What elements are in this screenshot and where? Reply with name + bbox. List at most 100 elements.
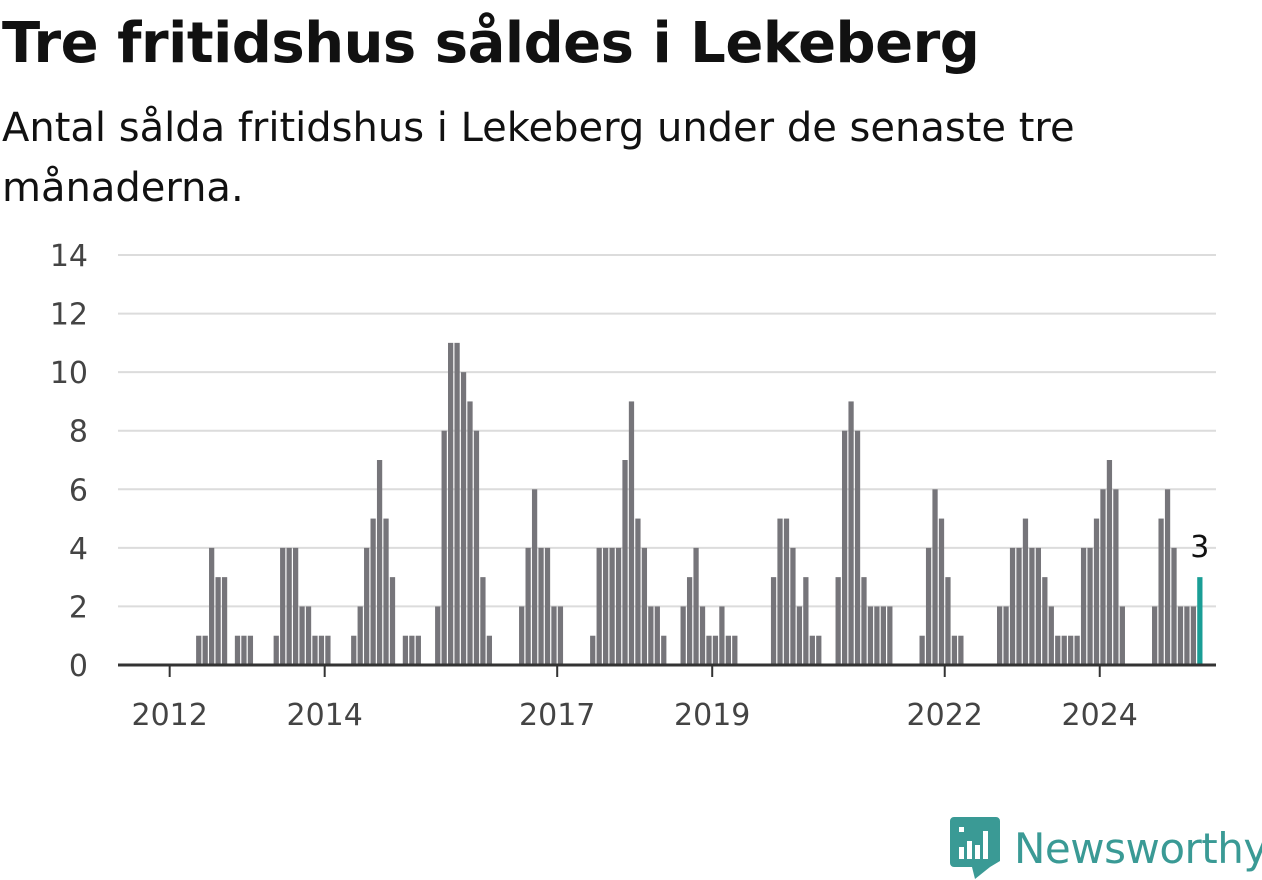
bar (1003, 606, 1009, 665)
bar (725, 635, 731, 665)
bar (305, 606, 312, 665)
x-tick-label: 2012 (131, 698, 207, 733)
x-tick-label: 2019 (674, 698, 750, 733)
bar (874, 606, 880, 665)
bar (693, 547, 699, 665)
bar (435, 606, 441, 665)
y-tick-label: 0 (69, 649, 88, 684)
bar (635, 518, 641, 665)
bar (1093, 518, 1100, 665)
bar (551, 606, 557, 665)
y-tick-label: 14 (50, 239, 88, 274)
bar (1055, 635, 1061, 665)
bar (1074, 635, 1080, 665)
annotations: 3 (1190, 530, 1209, 565)
bar (247, 635, 254, 665)
bar (699, 606, 706, 665)
bar (292, 547, 299, 665)
bar (1029, 547, 1035, 665)
x-tick-label: 2022 (907, 698, 983, 733)
y-tick-label: 10 (50, 356, 88, 391)
bar (596, 547, 602, 665)
bar (1061, 635, 1067, 665)
bar (480, 577, 486, 665)
bar (680, 606, 686, 665)
bar (486, 635, 493, 665)
bar (712, 635, 719, 665)
bar (454, 342, 460, 665)
bar (325, 635, 331, 665)
bar (357, 606, 363, 665)
bar (809, 635, 815, 665)
bar (835, 577, 841, 665)
bar (654, 606, 660, 665)
newsworthy-logo: Newsworthy (950, 816, 1262, 880)
bar (1042, 577, 1048, 665)
bar (686, 577, 693, 665)
bar (441, 430, 447, 665)
bar (557, 606, 564, 665)
bars (196, 342, 1203, 665)
bar (783, 518, 790, 665)
x-tick-label: 2024 (1062, 698, 1138, 733)
bar (234, 635, 241, 665)
chart-subtitle: Antal sålda fritidshus i Lekeberg under … (2, 105, 1075, 211)
bar (1113, 489, 1119, 665)
bar (609, 547, 615, 665)
bar (1171, 547, 1177, 665)
bar (615, 547, 622, 665)
bar (641, 547, 648, 665)
bar (945, 577, 951, 665)
bar (1068, 635, 1074, 665)
bar (1009, 547, 1016, 665)
bar (951, 635, 958, 665)
bar (1016, 547, 1022, 665)
bar (706, 635, 712, 665)
bar (777, 518, 783, 665)
y-axis-ticks: 0 2 4 6 8 10 12 14 (50, 239, 88, 684)
bar (932, 489, 938, 665)
bar (732, 635, 738, 665)
bar (719, 606, 725, 665)
bar (1177, 606, 1184, 665)
bar (467, 401, 473, 665)
bar (1080, 547, 1087, 665)
bar (590, 635, 596, 665)
bar-chart-badge-icon (950, 817, 1000, 879)
y-tick-label: 12 (50, 298, 88, 333)
bar (280, 547, 286, 665)
bar (958, 635, 964, 665)
bar (1164, 489, 1171, 665)
bar (448, 342, 454, 665)
bar-latest (1197, 577, 1203, 665)
bar (622, 460, 628, 665)
x-tick-label: 2014 (287, 698, 363, 733)
bar (925, 547, 932, 665)
bar (202, 635, 208, 665)
chart-title: Tre fritidshus såldes i Lekeberg (2, 11, 980, 76)
bar (848, 401, 854, 665)
bar (370, 518, 376, 665)
bar (1184, 606, 1190, 665)
bar (299, 606, 305, 665)
y-tick-label: 6 (69, 473, 88, 508)
y-tick-label: 2 (69, 590, 88, 625)
bar (544, 547, 551, 665)
bar (209, 547, 215, 665)
bar (473, 430, 480, 665)
bar (887, 606, 893, 665)
bar (603, 547, 609, 665)
bar (1035, 547, 1042, 665)
bar (1106, 460, 1113, 665)
bar (790, 547, 796, 665)
bar (460, 372, 467, 665)
bar (770, 577, 777, 665)
x-axis-ticks: 2012 2014 2017 2019 2022 2024 (131, 665, 1138, 733)
bar (841, 430, 848, 665)
bar (796, 606, 803, 665)
bar (402, 635, 409, 665)
y-tick-label: 8 (69, 415, 88, 450)
bar (273, 635, 279, 665)
bar (376, 460, 383, 665)
bar (196, 635, 202, 665)
